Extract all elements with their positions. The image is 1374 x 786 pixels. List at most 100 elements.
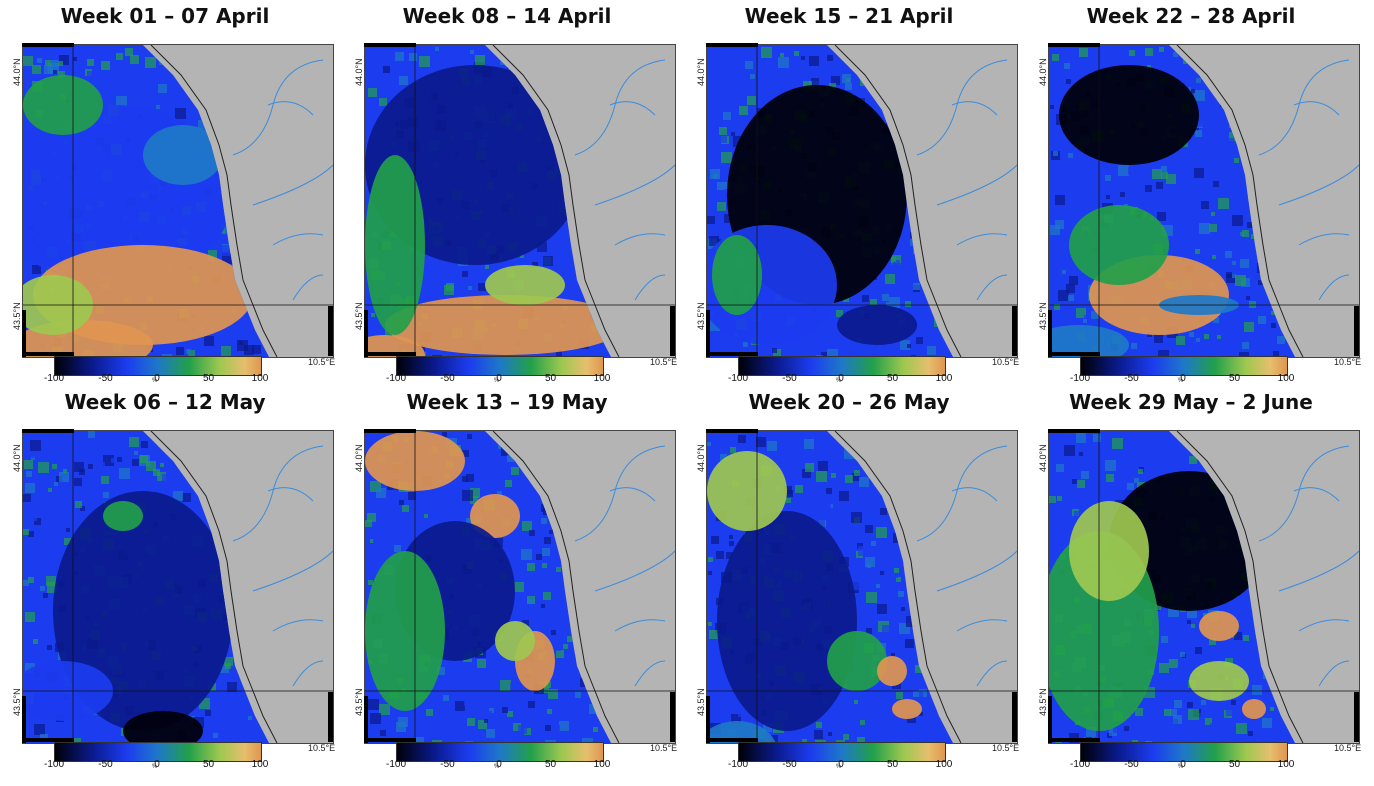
colorbar-tick-label: -100: [43, 759, 65, 770]
map-frame-segment: [1048, 310, 1052, 357]
colorbar-tick-label: -50: [782, 373, 797, 384]
colorbar-tick-label: -100: [1069, 759, 1091, 770]
latitude-label-bottom: 43.5°N: [12, 688, 22, 716]
colorbar: [54, 356, 262, 376]
colorbar-tick-label: 100: [593, 759, 611, 770]
map-frame-segment: [1048, 352, 1100, 356]
colorbar-tick-label: -50: [1124, 759, 1139, 770]
colorbar-tick-label: 0: [838, 759, 844, 770]
map-frame-segment: [1048, 43, 1100, 47]
colorbar-tick-label: 100: [251, 759, 269, 770]
colorbar-tick-label: 100: [1277, 373, 1295, 384]
map-frame-segment: [364, 310, 368, 357]
map-image: [22, 430, 334, 744]
map-image: [1048, 44, 1360, 358]
map-frame-segment: [1354, 306, 1359, 356]
map-frame-segment: [364, 738, 416, 742]
colorbar-tick-label: 0: [154, 759, 160, 770]
map-frame-segment: [1048, 696, 1052, 743]
panel-title: Week 06 – 12 May: [64, 390, 266, 414]
colorbar-unit: %: [494, 764, 500, 770]
map-panel: Week 20 – 26 May44.0°N43.5°N10.0°E10.5°E…: [684, 386, 1020, 770]
map-frame-segment: [1012, 692, 1017, 742]
map-frame-segment: [1048, 429, 1100, 433]
colorbar-tick-label: 100: [935, 759, 953, 770]
map-frame-segment: [1012, 306, 1017, 356]
colorbar: [1080, 356, 1288, 376]
latitude-label-bottom: 43.5°N: [696, 688, 706, 716]
colorbar-ticks: -100 -50 0 50 100: [728, 759, 952, 771]
colorbar: [396, 742, 604, 762]
map-frame-segment: [1048, 738, 1100, 742]
colorbar-tick-label: 0: [1180, 759, 1186, 770]
panel-title: Week 15 – 21 April: [744, 4, 954, 28]
colorbar-tick-label: -50: [98, 759, 113, 770]
colorbar-ticks: -100 -50 0 50 100: [728, 373, 952, 385]
map-frame-segment: [1354, 692, 1359, 742]
colorbar-tick-label: 50: [1228, 759, 1241, 770]
map-image: [706, 430, 1018, 744]
map-frame-segment: [364, 429, 416, 433]
colorbar-tick-label: 50: [544, 759, 557, 770]
colorbar-tick-label: 50: [1228, 373, 1241, 384]
longitude-label-right: 10.5°E: [992, 743, 1020, 753]
colorbar-tick-label: -100: [43, 373, 65, 384]
colorbar-ticks: -100 -50 0 50 100: [386, 759, 610, 771]
colorbar-tick-label: 0: [1180, 373, 1186, 384]
map-panel: Week 29 May – 2 June44.0°N43.5°N10.0°E10…: [1026, 386, 1362, 770]
colorbar-unit: %: [1178, 378, 1184, 384]
latitude-label-top: 44.0°N: [696, 444, 706, 472]
colorbar-unit: %: [836, 764, 842, 770]
map-frame-segment: [22, 310, 26, 357]
colorbar-tick-label: -100: [385, 759, 407, 770]
latitude-label-top: 44.0°N: [354, 444, 364, 472]
panel-title: Week 08 – 14 April: [402, 4, 612, 28]
colorbar-ticks: -100 -50 0 50 100: [1070, 759, 1294, 771]
map-frame-segment: [22, 352, 74, 356]
longitude-label-right: 10.5°E: [1334, 357, 1362, 367]
colorbar-unit: %: [152, 378, 158, 384]
map-panel: Week 22 – 28 April44.0°N43.5°N10.0°E10.5…: [1026, 0, 1362, 384]
panel-title: Week 13 – 19 May: [406, 390, 608, 414]
panel-title: Week 20 – 26 May: [748, 390, 950, 414]
latitude-label-top: 44.0°N: [354, 58, 364, 86]
colorbar-tick-label: 50: [202, 759, 215, 770]
map-panel: Week 15 – 21 April44.0°N43.5°N10.0°E10.5…: [684, 0, 1020, 384]
map-panel: Week 06 – 12 May44.0°N43.5°N10.0°E10.5°E…: [0, 386, 336, 770]
latitude-label-top: 44.0°N: [1038, 58, 1048, 86]
colorbar-unit: %: [836, 378, 842, 384]
map-frame-segment: [364, 696, 368, 743]
colorbar: [738, 356, 946, 376]
map-image: [706, 44, 1018, 358]
map-frame-segment: [328, 306, 333, 356]
colorbar-tick-label: -50: [782, 759, 797, 770]
colorbar: [1080, 742, 1288, 762]
longitude-label-right: 10.5°E: [650, 357, 678, 367]
map-image: [364, 430, 676, 744]
longitude-label-right: 10.5°E: [308, 357, 336, 367]
map-image: [22, 44, 334, 358]
latitude-label-bottom: 43.5°N: [12, 302, 22, 330]
map-frame-segment: [670, 306, 675, 356]
colorbar: [396, 356, 604, 376]
colorbar: [738, 742, 946, 762]
map-frame-segment: [22, 43, 74, 47]
colorbar-tick-label: 50: [886, 759, 899, 770]
map-panel: Week 13 – 19 May44.0°N43.5°N10.0°E10.5°E…: [342, 386, 678, 770]
colorbar-tick-label: 0: [154, 373, 160, 384]
latitude-label-bottom: 43.5°N: [1038, 688, 1048, 716]
map-frame-segment: [706, 352, 758, 356]
panel-title: Week 22 – 28 April: [1086, 4, 1296, 28]
map-frame-segment: [328, 692, 333, 742]
map-image: [364, 44, 676, 358]
map-frame-segment: [364, 352, 416, 356]
longitude-label-right: 10.5°E: [1334, 743, 1362, 753]
colorbar-tick-label: 100: [593, 373, 611, 384]
panel-title: Week 29 May – 2 June: [1069, 390, 1313, 414]
colorbar-tick-label: 0: [496, 373, 502, 384]
colorbar-tick-label: -50: [98, 373, 113, 384]
latitude-label-top: 44.0°N: [696, 58, 706, 86]
map-frame-segment: [706, 696, 710, 743]
latitude-label-bottom: 43.5°N: [696, 302, 706, 330]
latitude-label-bottom: 43.5°N: [354, 688, 364, 716]
